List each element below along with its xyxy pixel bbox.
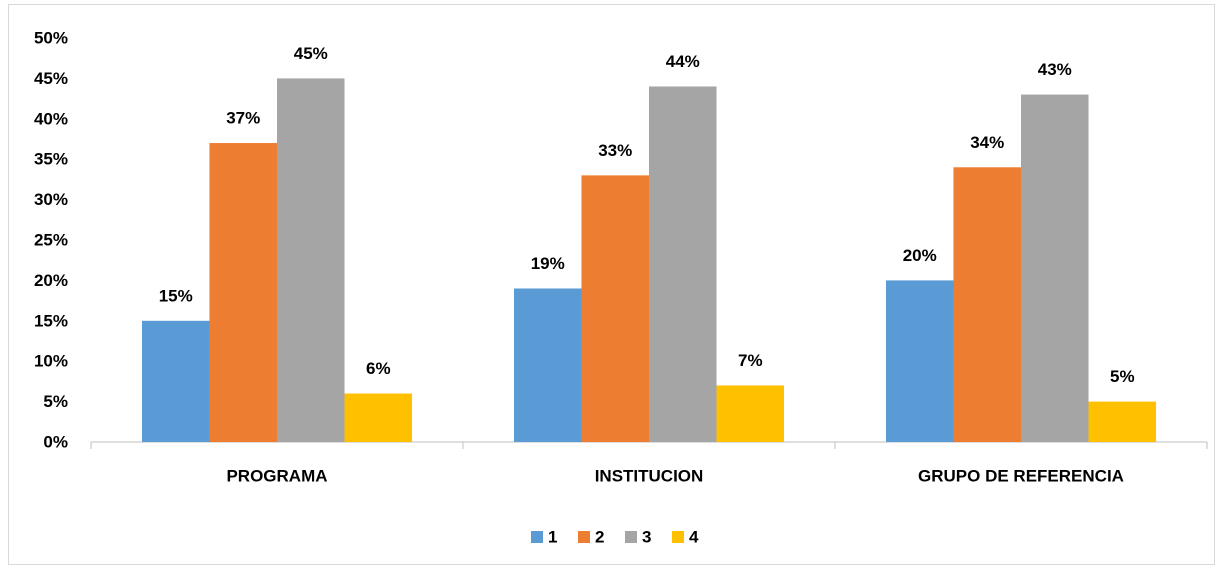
legend-swatch: [531, 531, 543, 543]
bar: [885, 280, 954, 442]
data-label: 7%: [738, 351, 763, 370]
data-label: 6%: [366, 359, 391, 378]
y-tick-label: 40%: [34, 109, 68, 128]
y-tick-label: 50%: [34, 28, 68, 47]
y-tick-label: 0%: [43, 432, 68, 451]
data-label: 43%: [1038, 60, 1072, 79]
data-label: 15%: [159, 286, 193, 305]
legend-label: 1: [548, 527, 557, 546]
x-tick-label: PROGRAMA: [226, 466, 327, 485]
data-label: 37%: [226, 109, 260, 128]
data-label: 5%: [1110, 367, 1135, 386]
data-label: 34%: [970, 133, 1004, 152]
data-label: 44%: [666, 52, 700, 71]
bar: [277, 78, 345, 443]
bar: [953, 167, 1021, 442]
legend-swatch: [625, 531, 637, 543]
bar: [141, 320, 210, 442]
y-tick-label: 35%: [34, 150, 68, 169]
data-label: 45%: [294, 44, 328, 63]
bar: [209, 143, 277, 443]
bar: [344, 393, 413, 442]
legend-swatch: [672, 531, 684, 543]
data-label: 20%: [903, 246, 937, 265]
bar: [1088, 401, 1157, 442]
y-tick-label: 45%: [34, 69, 68, 88]
bar: [1021, 94, 1089, 442]
legend-label: 3: [642, 527, 651, 546]
bar: [581, 175, 649, 443]
y-tick-label: 25%: [34, 230, 68, 249]
legend-label: 2: [595, 527, 604, 546]
y-tick-label: 15%: [34, 311, 68, 330]
bar: [649, 86, 717, 442]
y-tick-label: 20%: [34, 271, 68, 290]
legend-swatch: [578, 531, 590, 543]
data-label: 19%: [531, 254, 565, 273]
x-tick-label: INSTITUCION: [595, 466, 704, 485]
y-tick-label: 5%: [43, 392, 68, 411]
bar: [716, 385, 785, 442]
bar: [513, 288, 582, 442]
y-tick-label: 10%: [34, 352, 68, 371]
x-tick-label: GRUPO DE REFERENCIA: [918, 466, 1124, 485]
data-label: 33%: [598, 141, 632, 160]
y-tick-label: 30%: [34, 190, 68, 209]
legend-label: 4: [689, 527, 699, 546]
